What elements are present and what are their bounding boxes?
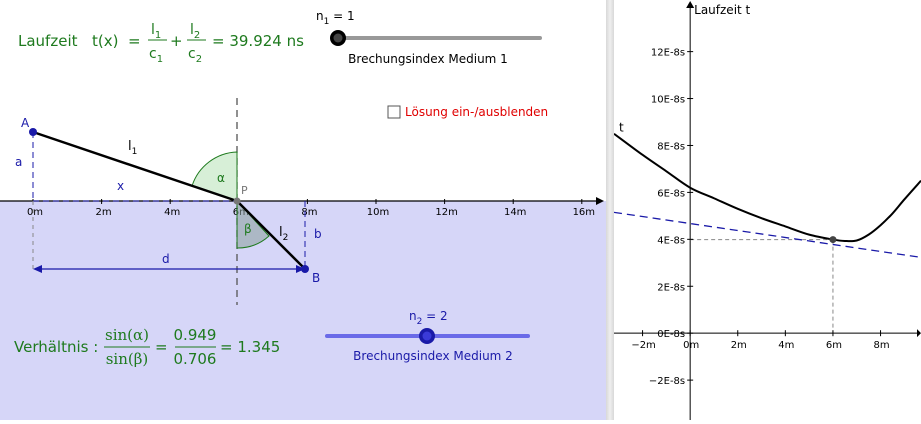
laufzeit-equals: =: [128, 32, 141, 50]
runtime-curve: [613, 132, 921, 243]
laufzeit-label: Laufzeit: [18, 32, 78, 50]
ratio-den: sin(β): [106, 350, 149, 368]
chart-lines: [613, 132, 921, 259]
slider1-handle-inner: [333, 33, 343, 43]
panel-divider[interactable]: [606, 0, 614, 420]
axis-tick-label: 0m: [27, 207, 43, 218]
y-tick-label: 4E-8s: [657, 235, 685, 246]
x-label: x: [117, 179, 124, 193]
y-tick-label: 12E-8s: [651, 48, 685, 59]
y-tick-label: 0E-8s: [657, 329, 685, 340]
axis-tick-group: 0m2m4m6m8m10m12m14m16m: [27, 199, 595, 218]
y-tick-label: 8E-8s: [657, 141, 685, 152]
geometry-view: 0m2m4m6m8m10m12m14m16m Laufzeit t(x) = l…: [0, 9, 606, 420]
ratio-equals: =: [155, 338, 168, 356]
frac2-num: l2: [190, 22, 200, 41]
y-tick-label: 6E-8s: [657, 188, 685, 199]
segment-l1: [32, 130, 238, 203]
y-axis-label: Laufzeit t: [694, 3, 750, 17]
frac2-den: c2: [188, 46, 202, 65]
curve-label: t: [619, 121, 624, 135]
x-tick-label: 2m: [731, 340, 747, 351]
alpha-label: α: [217, 171, 225, 185]
solution-toggle-label[interactable]: Lösung ein-/ausblenden: [405, 105, 548, 119]
laufzeit-function: t(x): [92, 32, 118, 50]
x-axis-arrow-icon: [917, 329, 921, 338]
x-tick-label: 4m: [778, 340, 794, 351]
laufzeit-value: = 39.924 ns: [212, 32, 304, 50]
ratio-den-value: 0.706: [174, 350, 217, 368]
b-label: b: [314, 227, 322, 241]
chart-ticks: −2m 0m 2m 4m 6m 8m −2E-8s 0E-8s 2E-8s 4E-8s 6E-8s 8…: [631, 48, 889, 387]
axis-tick-label: 12m: [435, 207, 457, 218]
d-arrow-left-icon: [33, 265, 42, 273]
l1-label: l1: [128, 139, 137, 157]
slider1-caption: Brechungsindex Medium 1: [348, 52, 508, 66]
slider2-label: n2 = 2: [409, 309, 448, 327]
x-tick-label: 0m: [683, 340, 699, 351]
medium-2-region: [0, 201, 606, 420]
ratio-num: sin(α): [105, 326, 149, 344]
axis-tick-label: 14m: [504, 207, 526, 218]
d-arrow-right-icon: [296, 265, 305, 273]
x-tick-label: −2m: [631, 340, 655, 351]
point-b-label: B: [312, 271, 320, 285]
marked-point[interactable]: [829, 236, 837, 244]
ratio-num-value: 0.949: [174, 326, 217, 344]
beta-label: β: [244, 222, 252, 236]
ratio-label: Verhältnis :: [14, 338, 98, 356]
graph-view: −2m 0m 2m 4m 6m 8m −2E-8s 0E-8s 2E-8s 4E-8s 6E-8s 8…: [613, 0, 921, 420]
x-tick-label: 6m: [826, 340, 842, 351]
axis-tick-label: 10m: [367, 207, 389, 218]
point-p[interactable]: [233, 197, 241, 205]
point-a-label: A: [21, 116, 30, 130]
beta-sector: [236, 199, 270, 249]
y-tick-label: −2E-8s: [649, 376, 685, 387]
solution-checkbox[interactable]: [387, 105, 401, 119]
point-a[interactable]: [29, 128, 37, 136]
axis-arrow-icon: [596, 197, 604, 205]
laufzeit-plus: +: [170, 32, 183, 50]
slider1-label: n1 = 1: [316, 9, 355, 27]
y-tick-label: 2E-8s: [657, 282, 685, 293]
point-p-label: P: [241, 184, 248, 197]
axis-tick-label: 4m: [164, 207, 180, 218]
axis-tick-label: 8m: [301, 207, 317, 218]
segment-l2: [236, 200, 306, 270]
frac1-den: c1: [149, 46, 163, 65]
point-b[interactable]: [301, 265, 309, 273]
y-tick-label: 10E-8s: [651, 95, 685, 106]
slider2-handle-inner: [422, 331, 432, 341]
chart-guides: [690, 239, 834, 334]
ratio-result: = 1.345: [220, 338, 280, 356]
axis-tick-label: 16m: [573, 207, 595, 218]
slider2-caption: Brechungsindex Medium 2: [353, 349, 513, 363]
graph-canvas: −2m 0m 2m 4m 6m 8m −2E-8s 0E-8s 2E-8s 4E-8s 6E-8s 8…: [613, 1, 921, 420]
l2-label: l2: [279, 225, 288, 243]
chart-axes: [614, 1, 921, 420]
a-label: a: [15, 155, 22, 169]
y-axis-arrow-icon: [686, 1, 695, 8]
d-label: d: [162, 252, 170, 266]
axis-tick-label: 2m: [96, 207, 112, 218]
geometry-canvas: 0m2m4m6m8m10m12m14m16m Laufzeit t(x) = l…: [0, 9, 606, 420]
x-tick-label: 8m: [873, 340, 889, 351]
frac1-num: l1: [151, 22, 161, 41]
